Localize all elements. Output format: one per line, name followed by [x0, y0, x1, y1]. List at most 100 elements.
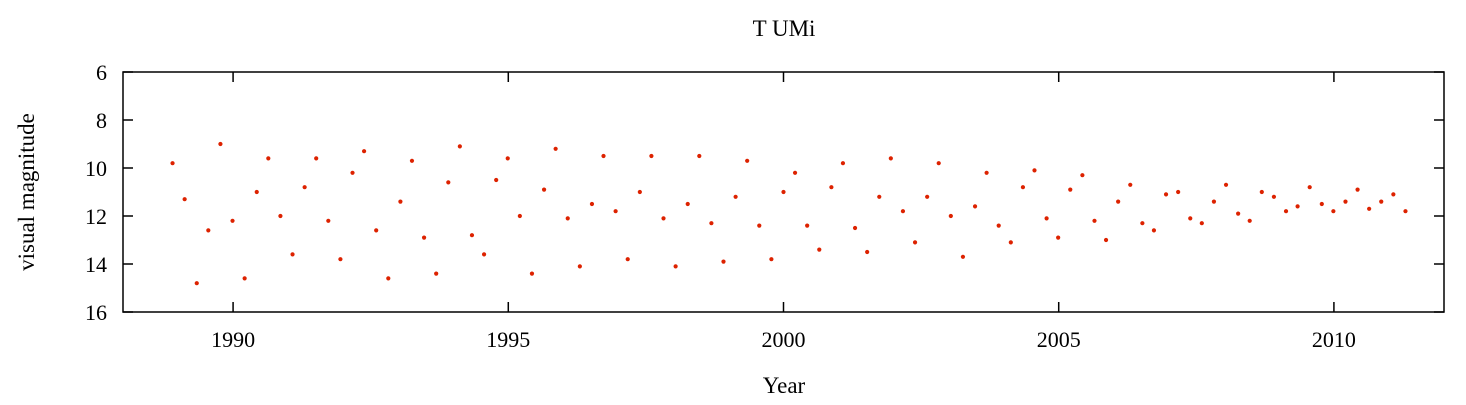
chart-title: T UMi [753, 16, 816, 41]
data-point [1068, 187, 1073, 192]
data-point [1008, 240, 1013, 245]
data-point [1176, 189, 1181, 195]
x-tick-label: 2000 [762, 327, 806, 352]
data-point [254, 189, 259, 195]
data-point [925, 194, 930, 199]
data-point [1056, 235, 1061, 240]
data-point [1223, 182, 1229, 187]
data-point [421, 235, 427, 240]
data-point [278, 213, 283, 219]
data-point [745, 158, 750, 163]
data-point [936, 161, 941, 166]
data-point [733, 194, 738, 199]
data-point [350, 170, 355, 175]
data-point [1163, 192, 1169, 197]
data-point [1247, 218, 1252, 223]
data-point [398, 199, 403, 204]
data-point [1080, 173, 1085, 178]
data-point [972, 204, 978, 209]
data-point [182, 197, 187, 202]
data-point [314, 156, 319, 161]
data-point [865, 249, 870, 255]
x-tick-label: 2010 [1312, 327, 1356, 352]
data-point [781, 189, 786, 195]
data-point [625, 257, 630, 262]
x-axis: 1990 1995 2000 2005 2010 [211, 72, 1356, 352]
data-point [888, 156, 893, 161]
data-point [1140, 221, 1145, 226]
data-point [900, 209, 906, 214]
data-point [840, 161, 846, 166]
data-point [481, 252, 487, 257]
data-point [1295, 204, 1300, 209]
data-point [326, 218, 331, 223]
data-point [434, 271, 439, 276]
y-tick-label: 8 [96, 108, 107, 133]
data-point [529, 271, 535, 276]
data-point [409, 158, 415, 163]
data-point [1367, 206, 1372, 211]
data-point [1188, 216, 1193, 221]
y-tick-label: 10 [85, 156, 107, 181]
data-point [517, 213, 522, 219]
data-point [1331, 209, 1336, 214]
x-tick-label: 1995 [486, 327, 530, 352]
data-point [1103, 237, 1109, 243]
y-axis: 6 8 10 12 14 16 [85, 60, 1444, 325]
data-point [601, 153, 606, 159]
data-point [589, 201, 595, 207]
x-tick-label: 1990 [211, 327, 255, 352]
data-point [170, 161, 175, 166]
y-tick-label: 14 [85, 252, 107, 277]
data-point [792, 170, 798, 175]
data-point [218, 141, 223, 147]
data-point [721, 259, 726, 264]
data-point [996, 223, 1001, 228]
data-point [709, 221, 714, 226]
data-point [757, 223, 762, 228]
data-point [1307, 185, 1312, 190]
x-tick-label: 2005 [1037, 327, 1081, 352]
data-point [1211, 199, 1217, 204]
y-axis-label: visual magnitude [14, 113, 39, 271]
data-point [577, 264, 582, 269]
data-point [852, 225, 858, 231]
data-point [1283, 209, 1289, 214]
data-point [1379, 199, 1384, 204]
data-point [912, 240, 918, 245]
data-point [290, 252, 295, 257]
data-point [960, 254, 966, 259]
data-point [541, 187, 547, 192]
data-point [374, 228, 379, 233]
data-point [1151, 228, 1157, 233]
data-point [1199, 221, 1204, 226]
data-point [302, 185, 307, 190]
data-point [697, 153, 702, 159]
data-point [829, 185, 834, 190]
data-point [1259, 189, 1264, 195]
data-point [494, 177, 499, 183]
data-point [457, 144, 462, 149]
data-point [805, 223, 810, 228]
data-point [685, 201, 690, 207]
y-tick-label: 6 [96, 60, 107, 85]
data-point [1403, 209, 1408, 214]
data-point [1032, 168, 1037, 173]
data-point [1355, 187, 1360, 192]
data-point [984, 170, 989, 175]
data-point [194, 281, 199, 286]
data-point [661, 216, 666, 221]
data-point [673, 264, 678, 269]
data-point [1092, 218, 1097, 223]
data-point [1319, 201, 1324, 207]
data-point [386, 276, 391, 281]
data-point [1116, 199, 1121, 204]
data-point [1271, 194, 1277, 199]
data-point [469, 233, 475, 238]
data-point [1236, 211, 1241, 216]
data-point [553, 146, 558, 151]
data-point [649, 153, 654, 159]
data-point [338, 257, 343, 262]
y-tick-label: 16 [85, 300, 107, 325]
